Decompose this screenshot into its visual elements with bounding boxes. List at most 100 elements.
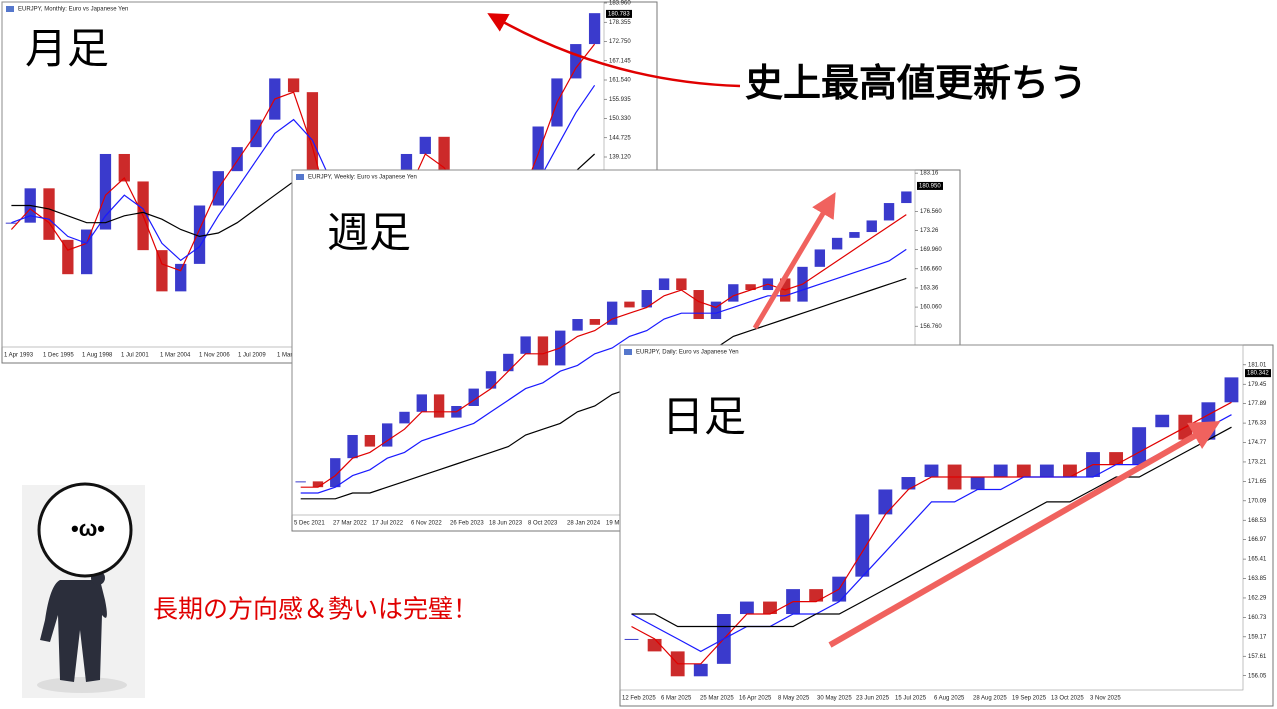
x-tick-label: 1 Aug 1998 [82, 353, 113, 359]
candle [878, 489, 893, 515]
y-tick-label: 171.65 [1248, 479, 1267, 485]
y-tick-label: 163.36 [920, 286, 939, 292]
candle [532, 126, 544, 209]
candle [866, 220, 877, 233]
face: •ω• [71, 516, 105, 541]
moving-average [631, 401, 1232, 665]
candle [1016, 464, 1031, 478]
y-tick-label: 159.17 [1248, 634, 1267, 640]
x-tick-label: 28 Jan 2024 [567, 521, 601, 527]
candle [5, 222, 18, 224]
panel-header: EURJPY, Monthly: Euro vs Japanese Yen [18, 7, 128, 13]
candle [520, 336, 531, 354]
header-icon [624, 349, 632, 355]
candle [1224, 377, 1239, 403]
candle [1132, 427, 1147, 465]
moving-average [300, 248, 907, 494]
y-tick-label: 160.73 [1248, 615, 1267, 621]
candle [676, 278, 687, 291]
y-tick-label: 173.26 [920, 228, 939, 234]
candle [1063, 464, 1077, 478]
candle [589, 319, 601, 325]
moving-average [300, 277, 907, 500]
x-tick-label: 12 Feb 2025 [622, 696, 656, 702]
candle [62, 239, 74, 275]
candle [99, 153, 112, 230]
shadow [37, 677, 127, 693]
y-tick-label: 174.77 [1248, 440, 1267, 446]
candle [364, 434, 376, 447]
timeframe-label: 週足 [327, 209, 411, 256]
head [37, 482, 133, 578]
candle [193, 205, 206, 264]
y-tick-label: 176.33 [1248, 421, 1267, 427]
x-tick-label: 30 May 2025 [817, 696, 852, 702]
y-tick-label: 183.16 [920, 171, 939, 177]
y-tick-label: 167.145 [609, 58, 631, 64]
candle [1155, 414, 1170, 428]
candle [739, 601, 754, 615]
callout-arrow [487, 13, 741, 88]
x-tick-label: 19 Sep 2025 [1012, 696, 1047, 702]
timeframe-label: 月足 [25, 25, 109, 72]
candle [658, 278, 670, 291]
y-tick-label: 165.41 [1248, 557, 1267, 563]
last-price-label: 180.783 [608, 11, 630, 17]
y-tick-label: 155.935 [609, 97, 631, 103]
candle [1039, 464, 1054, 478]
candle [745, 284, 756, 291]
x-tick-label: 1 Mar 2 [277, 353, 298, 359]
candle [306, 92, 319, 196]
candle [710, 301, 722, 320]
plot-frame [291, 169, 916, 516]
candle [503, 353, 514, 372]
candle [924, 464, 939, 478]
x-tick-label: 25 Mar 2025 [700, 696, 734, 702]
candle [1109, 452, 1124, 465]
candle [572, 319, 583, 331]
chart-panel: EURJPY, Daily: Euro vs Japanese Yen 181.0… [619, 344, 1274, 707]
y-tick-label: 172.750 [609, 39, 631, 45]
last-price-box [917, 181, 943, 190]
candle [537, 336, 549, 366]
y-tick-label: 181.01 [1248, 362, 1267, 368]
candle [570, 44, 582, 79]
trend-arrow [828, 421, 1221, 648]
x-tick-label: 1 Nov 2006 [199, 353, 230, 359]
x-tick-label: 1 Jul 2001 [121, 353, 149, 359]
x-tick-label: 13 Oct 2025 [1051, 696, 1084, 702]
y-tick-label: 168.53 [1248, 518, 1267, 524]
last-price-box [1245, 369, 1271, 378]
candle [606, 301, 618, 325]
x-tick-label: 1 Apr 1993 [4, 353, 34, 359]
moving-average [631, 426, 1232, 628]
y-tick-label: 150.330 [609, 116, 631, 122]
x-tick-label: 6 Mar 2025 [661, 696, 692, 702]
y-tick-label: 177.89 [1248, 401, 1267, 407]
candle [647, 638, 662, 652]
x-tick-label: 28 Aug 2025 [973, 696, 1007, 702]
comment: 長期の方向感＆勢いは完璧！ [153, 596, 478, 624]
candle [419, 136, 431, 154]
candle [485, 371, 497, 389]
plot-area [624, 377, 1239, 677]
panel-header: EURJPY, Daily: Euro vs Japanese Yen [636, 350, 739, 356]
candle [624, 638, 639, 640]
y-tick-label: 157.61 [1248, 654, 1267, 660]
y-tick-label: 156.760 [920, 324, 942, 330]
candle [855, 514, 870, 577]
candle [231, 147, 243, 172]
candle [438, 136, 450, 182]
y-tick-label: 178.355 [609, 20, 631, 26]
candle [416, 394, 427, 412]
header-icon [296, 174, 304, 180]
y-tick-label: 183.960 [609, 1, 631, 7]
last-price-label: 180.950 [919, 184, 941, 190]
candle [312, 481, 324, 488]
candle [588, 13, 601, 45]
candle [347, 434, 358, 459]
candle [118, 153, 130, 182]
candle [693, 663, 708, 677]
